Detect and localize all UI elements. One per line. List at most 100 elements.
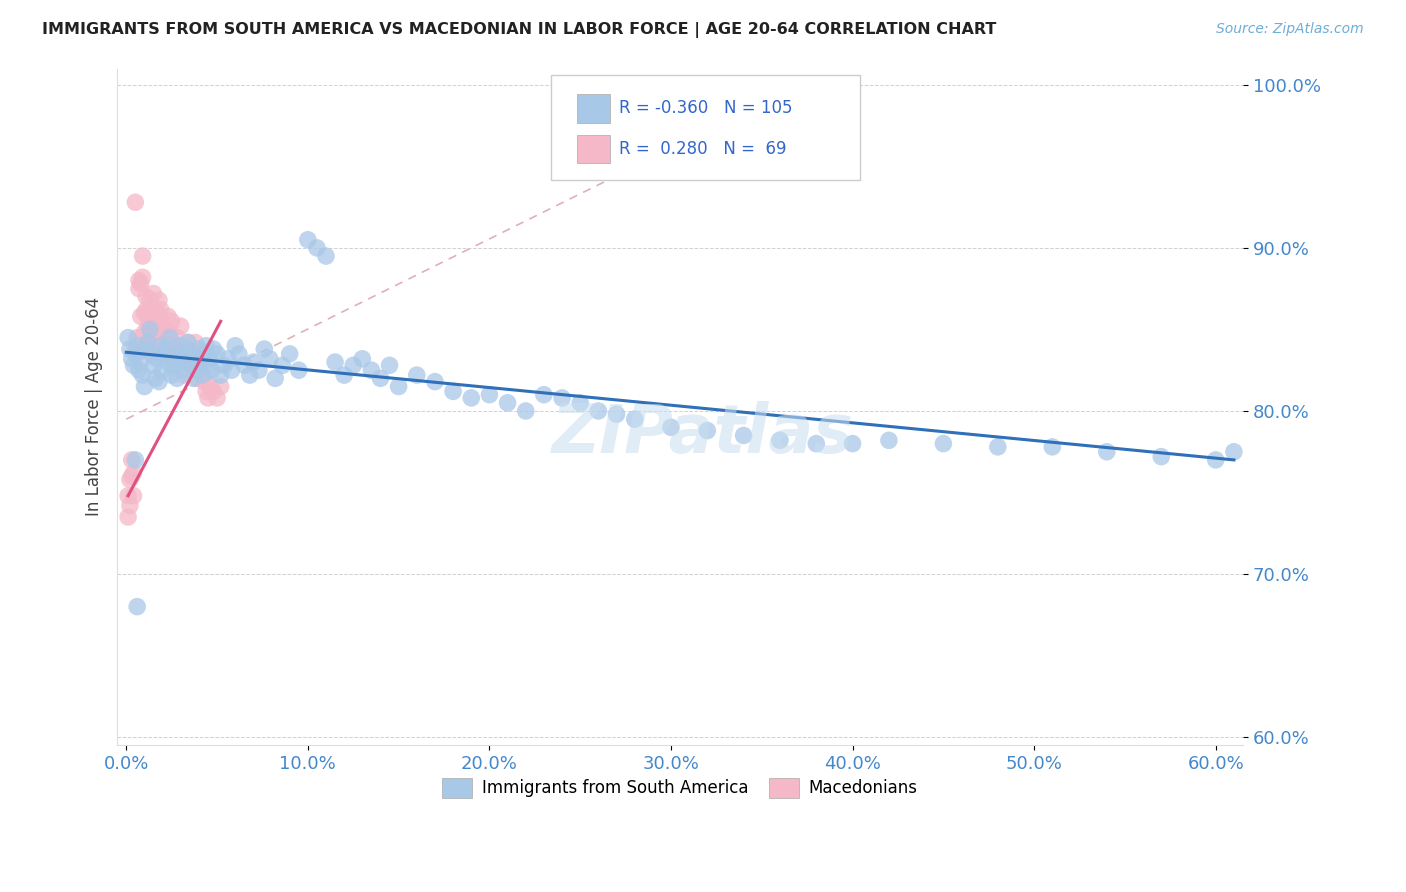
Point: [127, 330, 149, 344]
Point: [124, 453, 146, 467]
Point: [139, 293, 162, 307]
Point: [696, 424, 718, 438]
Point: [195, 384, 218, 399]
Point: [148, 335, 170, 350]
Point: [297, 233, 319, 247]
Point: [135, 342, 157, 356]
Point: [136, 335, 159, 350]
Point: [153, 322, 176, 336]
Point: [441, 384, 464, 399]
Point: [183, 347, 205, 361]
Point: [360, 363, 382, 377]
Point: [184, 335, 207, 350]
Point: [128, 282, 150, 296]
Point: [129, 310, 152, 324]
Point: [315, 249, 337, 263]
Point: [165, 351, 187, 366]
Point: [174, 342, 197, 356]
Point: [190, 359, 212, 373]
FancyBboxPatch shape: [576, 95, 610, 123]
Point: [136, 339, 159, 353]
Point: [149, 339, 172, 353]
Point: [202, 384, 225, 399]
Point: [769, 434, 792, 448]
Point: [148, 293, 170, 307]
Point: [179, 351, 201, 366]
Point: [177, 335, 200, 350]
Point: [187, 342, 209, 356]
Point: [187, 351, 209, 366]
Point: [271, 359, 294, 373]
Point: [153, 347, 176, 361]
Point: [166, 330, 188, 344]
Point: [841, 436, 863, 450]
Point: [155, 342, 177, 356]
Point: [228, 347, 250, 361]
Point: [146, 306, 169, 320]
Point: [152, 363, 174, 377]
Point: [388, 379, 411, 393]
Point: [197, 391, 219, 405]
Point: [162, 339, 184, 353]
Point: [623, 412, 645, 426]
Point: [159, 330, 181, 344]
Point: [205, 347, 228, 361]
Point: [152, 326, 174, 340]
Point: [205, 391, 228, 405]
Point: [173, 355, 195, 369]
Point: [214, 359, 236, 373]
Point: [172, 351, 194, 366]
Point: [370, 371, 392, 385]
FancyBboxPatch shape: [576, 135, 610, 163]
Point: [143, 371, 166, 385]
Point: [198, 351, 221, 366]
Point: [198, 379, 221, 393]
Point: [141, 330, 163, 344]
Point: [139, 314, 162, 328]
Point: [186, 363, 208, 377]
Point: [183, 371, 205, 385]
Point: [253, 342, 276, 356]
Point: [605, 407, 627, 421]
Point: [122, 489, 145, 503]
Point: [202, 342, 225, 356]
Point: [167, 342, 190, 356]
Point: [160, 314, 183, 328]
Point: [217, 351, 239, 366]
Point: [160, 368, 183, 383]
Point: [118, 473, 141, 487]
Point: [127, 339, 149, 353]
Point: [305, 241, 328, 255]
Point: [478, 387, 501, 401]
Point: [174, 342, 197, 356]
Point: [134, 379, 156, 393]
Point: [141, 347, 163, 361]
Point: [180, 359, 202, 373]
Point: [569, 396, 592, 410]
Point: [342, 359, 364, 373]
Text: Source: ZipAtlas.com: Source: ZipAtlas.com: [1216, 22, 1364, 37]
Point: [118, 342, 141, 356]
Point: [287, 363, 309, 377]
Point: [201, 363, 224, 377]
Point: [180, 347, 202, 361]
Point: [460, 391, 482, 405]
Point: [278, 347, 301, 361]
Point: [209, 379, 232, 393]
Point: [333, 368, 356, 383]
Point: [139, 322, 162, 336]
Point: [877, 434, 900, 448]
Point: [170, 347, 193, 361]
Point: [131, 368, 153, 383]
Point: [134, 306, 156, 320]
Point: [117, 489, 139, 503]
Point: [1223, 444, 1246, 458]
Point: [1095, 444, 1118, 458]
Point: [117, 510, 139, 524]
Point: [157, 355, 180, 369]
Text: R =  0.280   N =  69: R = 0.280 N = 69: [619, 140, 787, 158]
Point: [129, 277, 152, 291]
Point: [172, 363, 194, 377]
Point: [1150, 450, 1173, 464]
Point: [142, 359, 165, 373]
